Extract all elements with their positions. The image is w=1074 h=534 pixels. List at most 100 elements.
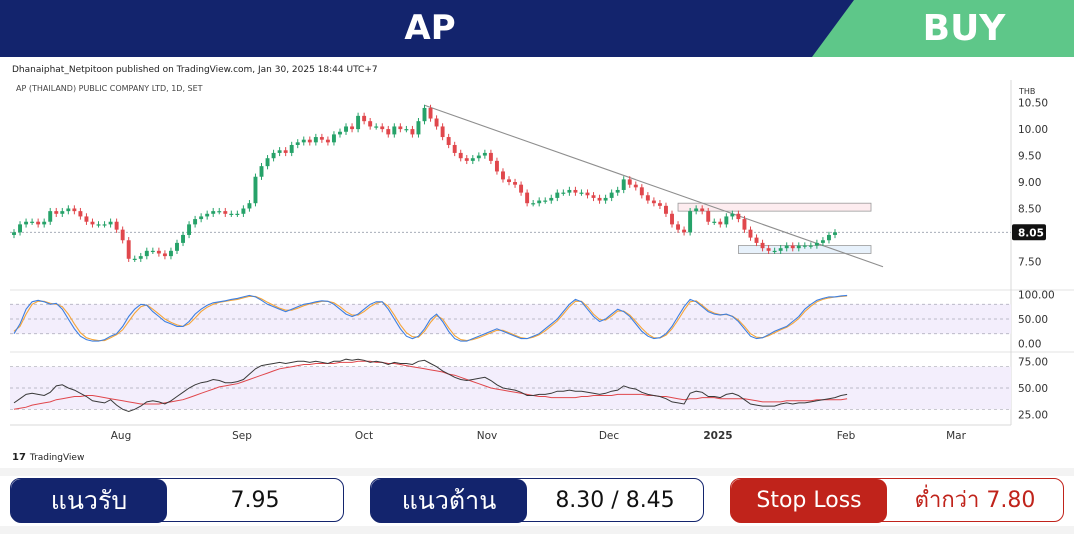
candle-body [102,224,107,226]
candle-body [410,129,415,135]
publisher-line: Dhanaiphat_Netpitoon published on Tradin… [12,65,378,75]
price-chart: 10.50 10.00 9.50 9.00 8.50 8.05 7.50 100.00 50.0… [10,80,1074,442]
candle-body [150,250,155,253]
candle-body [597,197,602,201]
candle-body [277,150,282,153]
candle-body [259,166,264,177]
candle-body [307,139,312,143]
candle-body [193,219,198,225]
candle-body [694,208,699,212]
price-tick-label: 9.50 [1018,151,1041,163]
candle-body [651,200,656,204]
candle-body [814,242,819,246]
candle-body [319,137,324,140]
candle-body [114,221,119,230]
stoch-k-line [13,294,848,342]
candle-body [645,195,650,201]
candle-body [476,155,481,159]
candle-body [615,189,620,193]
price-tick-label: 7.50 [1018,256,1041,268]
candle-body [718,221,723,225]
time-tick-label: 2025 [703,430,732,442]
candle-body [374,126,379,128]
tradingview-logo-icon: 17 [12,452,26,463]
candle-body [108,221,113,225]
candle-body [156,250,161,254]
stoch-tick-label: 50.00 [1018,314,1048,326]
candle-body [573,189,578,193]
support-value: 7.95 [230,488,280,513]
support-box: แนวรับ 7.95 [10,478,344,523]
candle-body [470,158,475,161]
candle-body [700,208,705,212]
time-tick-label: Nov [477,430,498,442]
candle-body [790,245,795,249]
separator-band [0,468,1074,476]
candle-body [84,216,89,222]
candle-body [42,221,47,225]
candle-body [265,158,270,167]
time-tick-label: Dec [599,430,620,442]
trend-overlays [424,104,884,268]
candle-body [350,126,355,130]
symbol-line: AP (THAILAND) PUBLIC COMPANY LTD, 1D, SE… [16,84,203,93]
candle-body [187,224,192,235]
last-price-tag [1012,224,1046,241]
candle-body [796,245,801,249]
candle-body [199,216,204,220]
candle-body [712,221,717,223]
indicator-lines [13,294,848,413]
candle-body [422,107,427,122]
candle-body [295,142,300,145]
candle-body [688,211,693,233]
candle-body [428,107,433,119]
candle-body [205,213,210,217]
candle-body [458,152,463,159]
price-axis: 10.50 10.00 9.50 9.00 8.50 8.05 7.50 100.00 50.0… [1012,98,1055,422]
price-tick-label: 10.00 [1018,124,1048,136]
candle-body [482,152,487,156]
candle-body [543,200,548,202]
candle-body [833,232,837,235]
candle-body [229,213,234,215]
candle-body [175,242,179,251]
candle-body [380,126,385,130]
candle-body [706,211,711,222]
resistance-zone [677,202,872,212]
candle-body [784,245,789,249]
candle-body [609,192,614,198]
candle-body [664,205,668,214]
candle-body [301,139,306,143]
candle-body [283,150,288,153]
candle-body [488,152,493,161]
candle-body [820,240,825,243]
candle-body [404,129,409,131]
candle-body [501,171,505,180]
tradingview-label: TradingView [29,452,85,463]
resistance-label: แนวต้าน [371,479,527,523]
resistance-box: แนวต้าน 8.30 / 8.45 [370,478,704,523]
stop-loss-box: Stop Loss ต่ำกว่า 7.80 [730,478,1064,523]
time-tick-label: Mar [946,430,966,442]
candle-body [513,182,518,185]
rsi-tick-label: 50.00 [1018,383,1048,395]
candle-body [760,242,765,249]
candle-body [440,126,445,138]
candle-body [682,229,687,233]
candle-body [386,129,391,135]
candle-body [54,211,59,214]
chart-gridlines [10,80,1074,426]
last-price-label: 8.05 [1018,227,1044,239]
price-tick-label: 9.00 [1018,177,1041,189]
candle-body [507,179,511,183]
resistance-value: 8.30 / 8.45 [555,488,675,513]
candle-body [464,158,469,161]
candle-body [362,115,367,122]
candle-body [603,197,608,201]
candle-body [778,248,783,251]
candle-body [181,234,185,243]
candle-body [241,208,246,214]
time-tick-label: Aug [111,430,132,442]
candle-body [676,224,681,230]
stop-loss-value: ต่ำกว่า 7.80 [914,488,1036,513]
